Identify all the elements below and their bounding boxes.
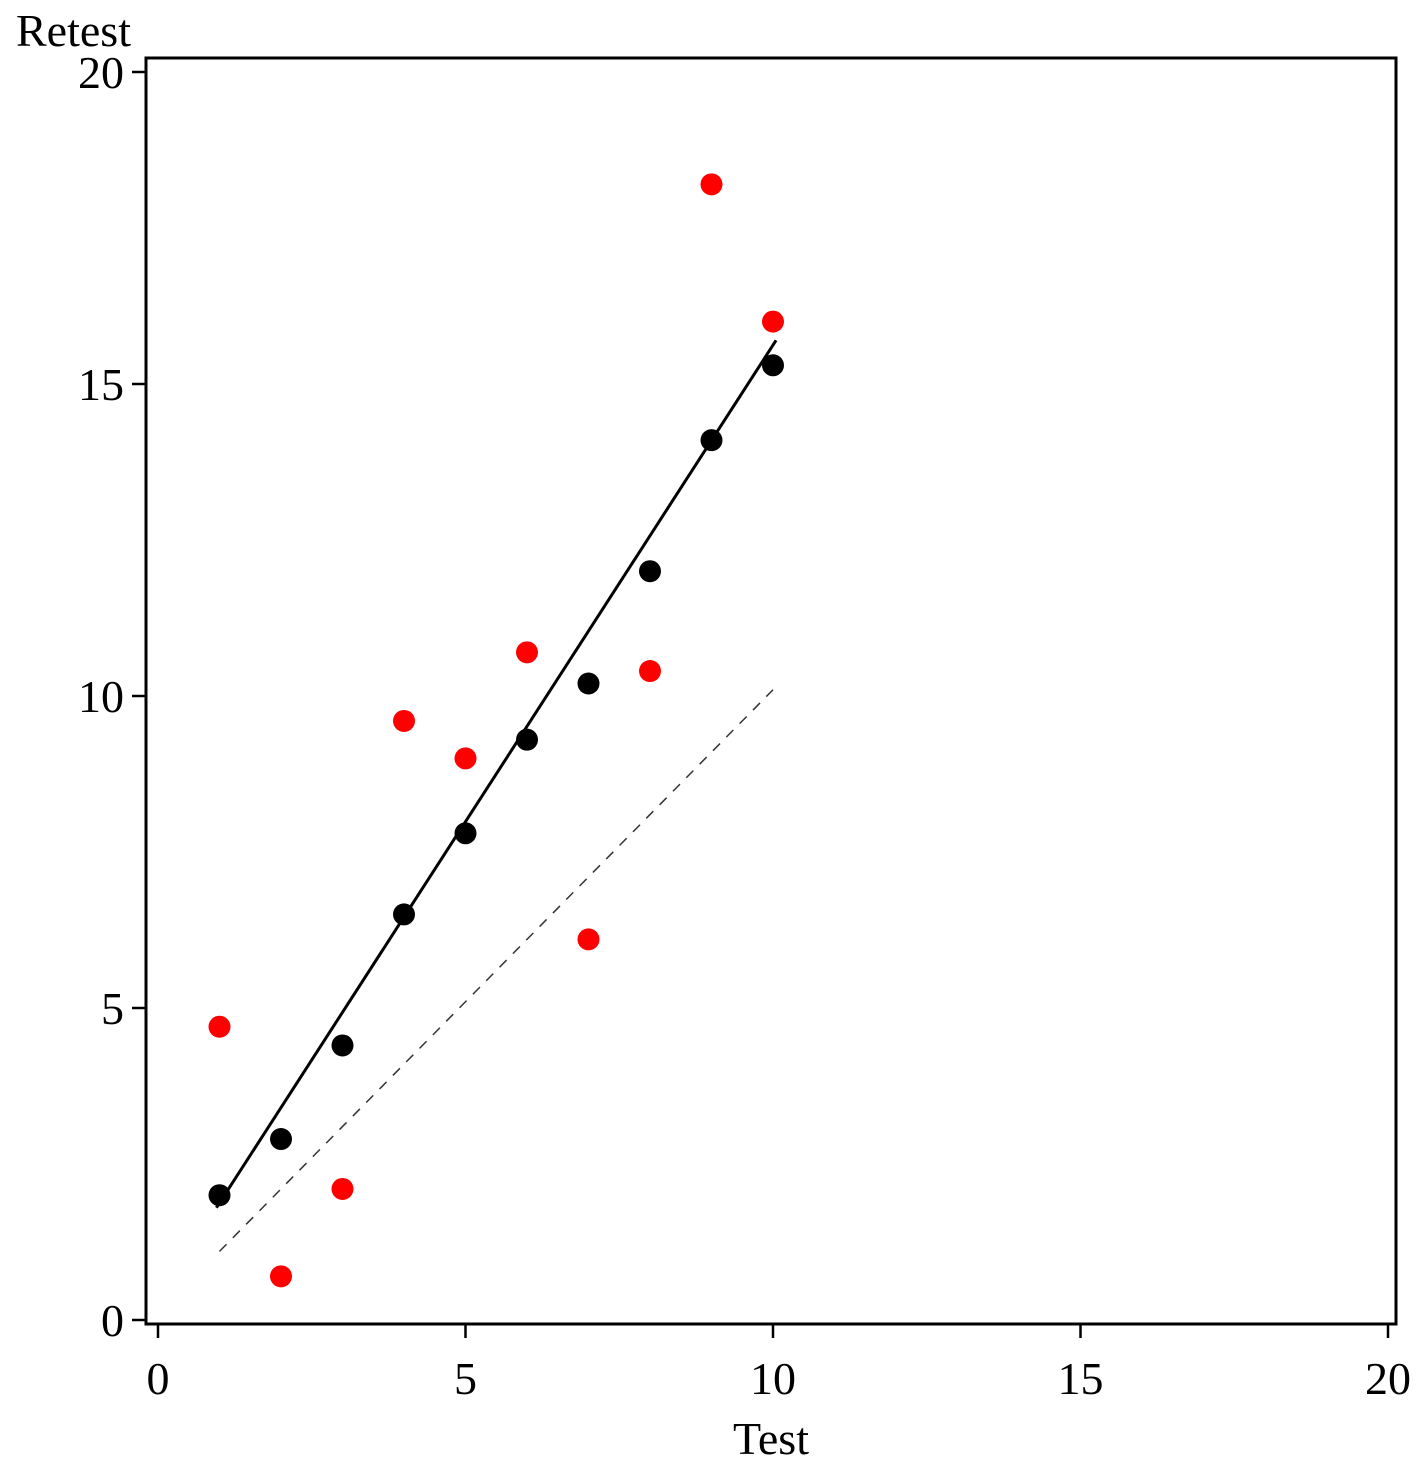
observed-red-point [577,928,600,951]
x-tick-label: 10 [750,1353,796,1404]
observed-red-point [700,173,723,196]
fitted-black-point [331,1034,354,1057]
observed-red-point [516,641,538,664]
y-axis-title: Retest [16,5,131,56]
plot-frame [144,56,1398,1326]
observed-red-point [270,1265,292,1288]
y-tick-label: 10 [78,671,124,722]
x-tick-label: 0 [147,1353,170,1404]
fitted-black-point [516,728,538,751]
y-tick-label: 5 [101,983,124,1034]
observed-red-point [208,1015,231,1038]
observed-red-point [639,660,661,683]
fitted-black-point [639,560,661,583]
regression-line [215,339,778,1209]
fitted-black-point [762,354,784,377]
fitted-black-point [270,1128,292,1151]
y-tick-label: 15 [78,359,124,410]
x-tick-label: 20 [1365,1353,1411,1404]
y-tick-label: 0 [101,1295,124,1346]
observed-red-point [454,747,477,770]
observed-red-point [331,1177,354,1200]
fitted-black-point [577,672,600,695]
x-axis-title: Test [733,1413,809,1464]
x-tick-label: 15 [1058,1353,1104,1404]
fitted-black-point [393,903,415,926]
observed-red-point [393,709,415,732]
fitted-black-point [208,1184,231,1207]
y-tick-label: 20 [78,47,124,98]
x-tick-label: 5 [454,1353,477,1404]
observed-red-point [762,310,784,333]
fitted-black-point [700,429,723,452]
fitted-black-point [454,822,477,845]
